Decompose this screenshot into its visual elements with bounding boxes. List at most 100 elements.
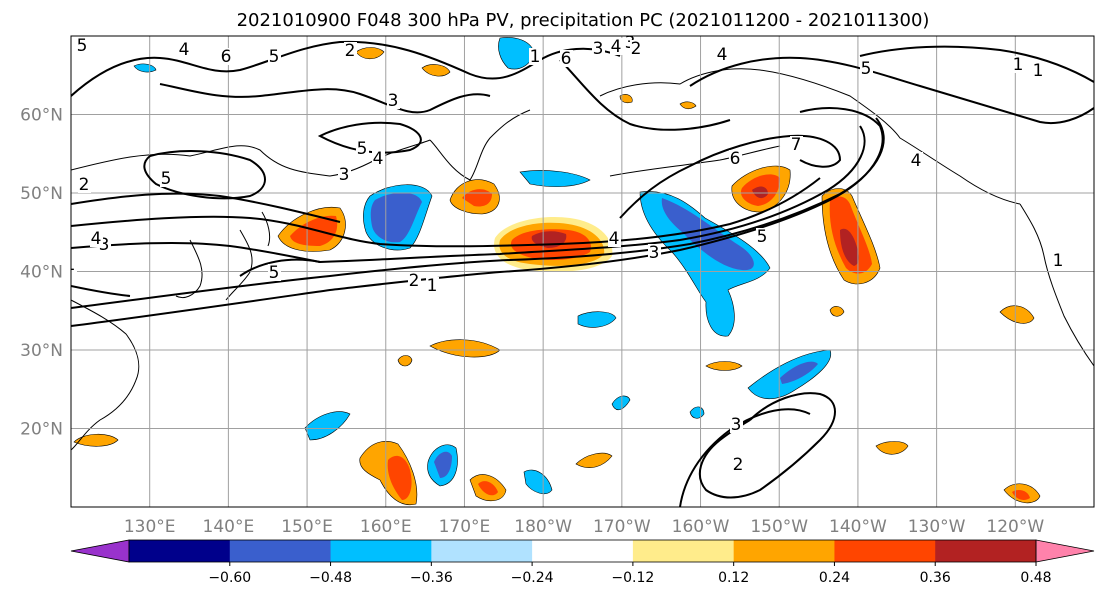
y-tick-label: 40°N — [20, 263, 63, 283]
contour-label: 2 — [57, 207, 68, 227]
pv-contour-6 — [619, 134, 842, 219]
coastline-alaska — [599, 68, 1021, 205]
map-title: 2021010900 F048 300 hPa PV, precipitatio… — [237, 10, 930, 31]
contour-label-bg — [268, 264, 281, 281]
contour-label: 5 — [269, 47, 280, 67]
colorbar-tick-label: 0.48 — [1020, 570, 1051, 586]
colorbar-tick-label: −0.12 — [611, 570, 654, 586]
contour-label: 3 — [593, 39, 604, 59]
precip-kuril-core — [370, 192, 422, 243]
contour-label-bg — [338, 166, 351, 183]
y-tick-label: 30°N — [20, 341, 63, 361]
colorbar-swatch — [229, 540, 332, 562]
map-frame — [70, 35, 1095, 508]
contour-label: 1 — [1033, 61, 1044, 81]
contour-label: 2 — [631, 39, 642, 59]
colorbar-tick-label: −0.24 — [511, 570, 554, 586]
precip-central-pacific-band — [639, 191, 771, 337]
x-tick-label: 150°W — [750, 517, 808, 537]
contour-label-bg — [160, 170, 173, 187]
pv-contour-11 — [689, 56, 1094, 124]
colorbar: −0.60 −0.48 −0.36 −0.24 −0.12 0.12 0.24 0.36 0.4… — [70, 539, 1095, 586]
contour-label-bg — [220, 48, 233, 65]
contour-label: 4 — [179, 40, 190, 60]
colorbar-swatch — [733, 540, 835, 562]
contour-label-bg — [76, 37, 89, 54]
precip-subtropical-patch-6-red — [1012, 490, 1030, 500]
contour-label-bg — [716, 46, 729, 63]
pv-contour-8 — [159, 83, 491, 114]
contour-label: 3 — [99, 235, 110, 255]
colorbar-swatch — [129, 540, 231, 562]
pv-contour-14 — [698, 392, 836, 499]
contour-label-bg — [78, 176, 91, 193]
x-tick-label: 150°E — [281, 517, 333, 537]
x-tick-label: 160°E — [360, 517, 412, 537]
colorbar-tick-label: 0.36 — [920, 570, 951, 586]
contour-label-bg — [178, 41, 191, 58]
colorbar-frame — [128, 539, 1037, 563]
pv-contour-2 — [71, 117, 885, 309]
contour-label-bg — [608, 230, 621, 247]
contour-label-bg — [790, 136, 803, 153]
coastline-aleutians — [609, 145, 781, 177]
colorbar-tick-label: −0.48 — [309, 570, 352, 586]
contour-label: 1 — [65, 255, 76, 275]
x-tick-label: 130°E — [124, 517, 176, 537]
contour-label-bg — [732, 456, 745, 473]
precip-subtropical-east-core — [780, 361, 818, 384]
y-tick-label: 60°N — [20, 106, 63, 126]
contour-label: 5 — [77, 36, 88, 56]
colorbar-extend-low — [70, 539, 130, 563]
precip-small-patch-1 — [577, 311, 617, 328]
contour-label-bg — [529, 48, 542, 65]
contour-label: 2 — [79, 175, 90, 195]
precip-subtropical-patch-5 — [875, 441, 909, 455]
pv-contour-3 — [71, 125, 866, 264]
pv-contour-labels: 5465216343245113543526745321534432121 — [57, 36, 1065, 475]
x-tick-label: 170°W — [593, 517, 651, 537]
contour-label-bg — [356, 140, 369, 157]
coastline-kamchatka — [429, 109, 531, 181]
contour-label-bg — [729, 150, 742, 167]
precip-okhotsk-blob — [498, 37, 535, 70]
y-tick-label: 50°N — [20, 184, 63, 204]
y-tick-label: 20°N — [20, 420, 63, 440]
contour-label: 5 — [357, 139, 368, 159]
precip-west-coast-patch — [999, 305, 1035, 324]
precip-small-warm-2 — [421, 64, 451, 77]
pv-contour-1 — [71, 107, 884, 327]
contour-label: 2 — [409, 271, 420, 291]
contour-label-bg — [592, 40, 605, 57]
x-tick-label: 160°W — [672, 517, 730, 537]
colorbar-swatch — [532, 540, 634, 562]
colorbar-swatch — [935, 540, 1037, 562]
contour-label-bg — [560, 50, 573, 67]
precip-subtropical-patch-2-red — [387, 455, 412, 500]
contour-label: 4 — [609, 229, 620, 249]
contour-label: 4 — [91, 229, 102, 249]
precip-japan-red — [290, 215, 338, 246]
precip-small-warm-5 — [679, 101, 697, 110]
contour-label-bg — [860, 60, 873, 77]
contour-label: 4 — [717, 45, 728, 65]
colorbar-swatch — [431, 540, 533, 562]
contour-label-bg — [1032, 62, 1045, 79]
x-tick-label: 140°E — [203, 517, 255, 537]
contour-label: 1 — [1053, 251, 1064, 271]
contour-label-bg — [372, 150, 385, 167]
contour-label-bg — [1052, 252, 1065, 269]
pv-contour-5 — [71, 192, 341, 223]
precip-subtropical-patch-8 — [705, 361, 743, 371]
precip-subtropical-patch-3-red — [478, 481, 498, 496]
precip-subtropical-mid-core — [434, 451, 452, 478]
contour-label-bg — [426, 277, 439, 294]
colorbar-swatch — [632, 540, 735, 562]
x-tick-label: 170°E — [439, 517, 491, 537]
contour-label-bg — [630, 40, 643, 57]
colorbar-swatch — [834, 540, 936, 562]
precip-small-warm-1 — [355, 47, 385, 60]
contour-label-bg — [610, 38, 623, 55]
contour-label-bg — [756, 228, 769, 245]
